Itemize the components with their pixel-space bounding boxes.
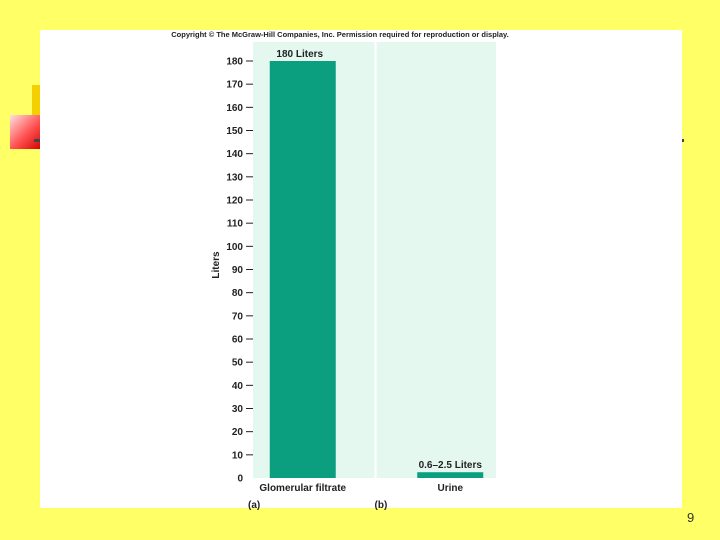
y-tick-label: 110 [227,219,244,230]
decorative-accent-yellow [32,85,42,115]
y-tick-label: 150 [226,126,243,137]
y-tick-label: 50 [232,358,244,369]
y-tick-label: 60 [232,335,244,346]
y-tick-label: 170 [226,80,243,91]
y-tick-label: 90 [232,265,244,276]
y-tick-label: 10 [232,450,244,461]
page-number: 9 [687,510,695,525]
y-tick-label: 80 [232,288,244,299]
y-tick-label: 20 [232,427,244,438]
y-tick-label: 100 [226,242,243,253]
y-tick-label: 0 [237,474,243,485]
y-tick-label: 30 [232,404,244,415]
y-tick-label: 130 [226,172,243,183]
panel-label: (a) [248,500,260,511]
y-tick-label: 140 [226,149,243,160]
y-tick-label: 120 [226,196,243,207]
category-label: Glomerular filtrate [259,483,346,494]
copyright-notice: Copyright © The McGraw-Hill Companies, I… [171,30,509,39]
decorative-accent-red [10,115,42,149]
data-label: 0.6–2.5 Liters [419,460,483,471]
panel-label: (b) [375,500,388,511]
y-tick-label: 160 [226,103,243,114]
bar [417,472,484,478]
y-tick-label: 180 [226,57,243,68]
y-tick-label: 70 [232,311,244,322]
data-label: 180 Liters [276,49,323,60]
y-tick-label: 40 [232,381,244,392]
category-label: Urine [437,483,463,494]
bar [269,61,336,478]
y-axis-title: Liters [211,251,222,279]
